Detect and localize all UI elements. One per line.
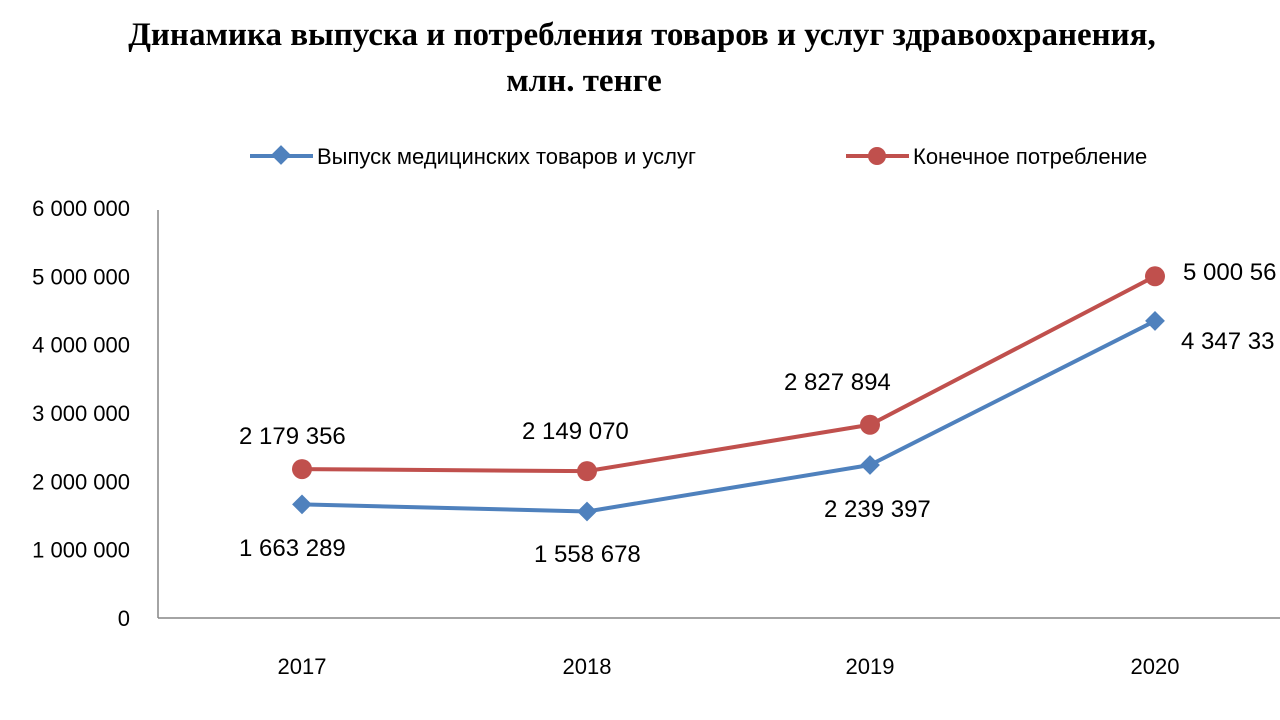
data-point-0 bbox=[292, 494, 312, 515]
x-tick-label: 2018 bbox=[563, 654, 612, 679]
legend-marker-output bbox=[271, 145, 291, 165]
data-label: 4 347 33 bbox=[1181, 328, 1274, 355]
y-tick-label: 4 000 000 bbox=[32, 333, 130, 358]
y-tick-label: 1 000 000 bbox=[32, 538, 130, 563]
legend-item-output: Выпуск медицинских товаров и услуг bbox=[250, 144, 696, 169]
x-tick-label: 2020 bbox=[1131, 654, 1180, 679]
data-label: 1 663 289 bbox=[239, 535, 346, 562]
data-label: 2 239 397 bbox=[824, 496, 931, 523]
legend-label-consumption: Конечное потребление bbox=[913, 144, 1147, 169]
y-tick-label: 6 000 000 bbox=[32, 196, 130, 221]
data-label: 2 827 894 bbox=[784, 369, 891, 396]
x-tick-label: 2019 bbox=[846, 654, 895, 679]
y-axis-ticks: 0 1 000 000 2 000 000 3 000 000 4 000 000 5 0… bbox=[32, 196, 130, 631]
y-tick-label: 3 000 000 bbox=[32, 401, 130, 426]
data-point-0 bbox=[1145, 311, 1165, 331]
legend: Выпуск медицинских товаров и услуг Конеч… bbox=[250, 144, 1147, 169]
y-tick-label: 0 bbox=[118, 606, 130, 631]
data-point-1 bbox=[1145, 266, 1165, 287]
data-label: 2 179 356 bbox=[239, 423, 346, 450]
series-layer bbox=[292, 266, 1165, 522]
data-point-0 bbox=[577, 501, 597, 522]
x-axis-ticks: 2017 2018 2019 2020 bbox=[278, 654, 1180, 679]
legend-item-consumption: Конечное потребление bbox=[846, 144, 1147, 169]
data-labels: 1 663 289 1 558 678 2 239 397 4 347 33 2 179… bbox=[239, 259, 1276, 568]
data-point-1 bbox=[577, 461, 597, 482]
data-label: 5 000 56 bbox=[1183, 259, 1276, 286]
legend-label-output: Выпуск медицинских товаров и услуг bbox=[317, 144, 696, 169]
chart-title-line-1: Динамика выпуска и потребления товаров и… bbox=[128, 17, 1156, 53]
y-tick-label: 2 000 000 bbox=[32, 469, 130, 494]
data-point-1 bbox=[292, 459, 312, 480]
series-line-1 bbox=[301, 274, 1156, 474]
data-point-0 bbox=[860, 455, 880, 475]
x-tick-label: 2017 bbox=[278, 654, 327, 679]
chart-title-line-2: млн. тенге bbox=[506, 63, 662, 99]
series-line-0 bbox=[301, 319, 1156, 514]
data-point-1 bbox=[860, 414, 880, 435]
y-tick-label: 5 000 000 bbox=[32, 264, 130, 289]
data-label: 1 558 678 bbox=[534, 541, 641, 568]
data-label: 2 149 070 bbox=[522, 418, 629, 445]
legend-marker-consumption bbox=[868, 147, 886, 165]
